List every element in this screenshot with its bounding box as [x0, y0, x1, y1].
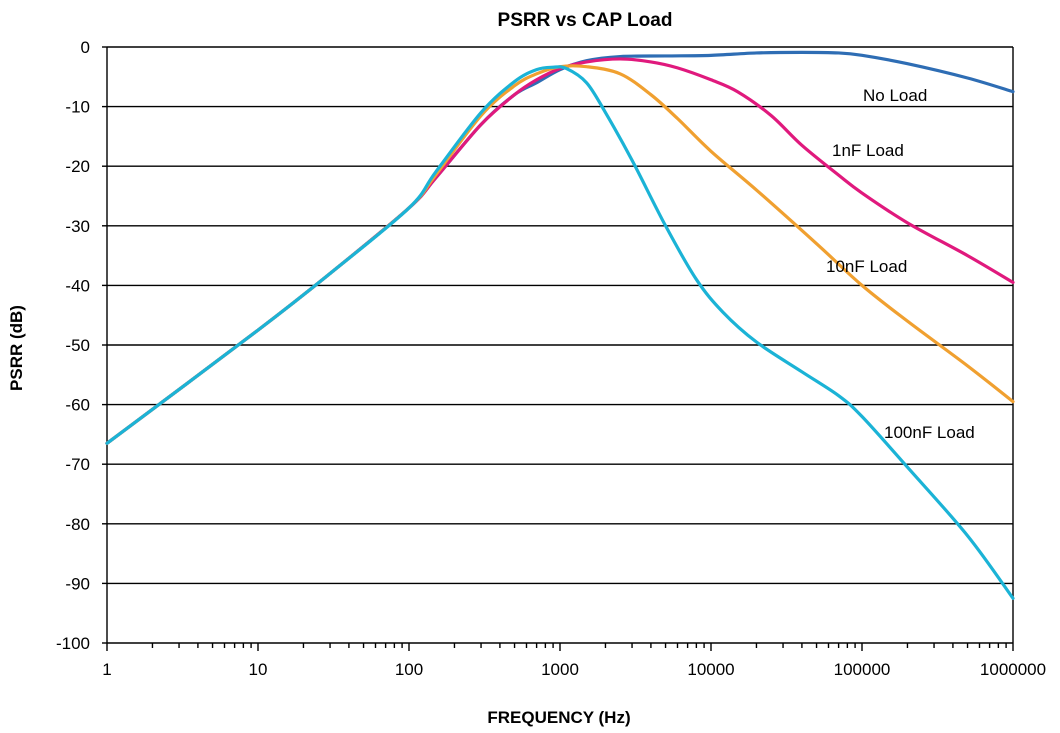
- label-1nf-load: 1nF Load: [832, 141, 904, 160]
- x-tick-label: 100000: [834, 660, 891, 679]
- y-tick-label: -100: [56, 634, 90, 653]
- x-tick-label: 1000: [541, 660, 579, 679]
- label-100nf-load: 100nF Load: [884, 423, 975, 442]
- series-line-1nf-load: [105, 57, 1015, 445]
- chart-title: PSRR vs CAP Load: [498, 10, 673, 31]
- x-tick-label: 10: [249, 660, 268, 679]
- y-tick-label: -20: [65, 157, 90, 176]
- y-axis-title: PSRR (dB): [7, 305, 26, 391]
- x-tick-label: 1000000: [980, 660, 1046, 679]
- axes: [102, 46, 1014, 651]
- series-line-100nf-load: [105, 65, 1015, 600]
- x-axis-title: FREQUENCY (Hz): [487, 708, 630, 727]
- series-line-no-load: [105, 50, 1015, 445]
- label-no-load: No Load: [863, 86, 927, 105]
- series-line-10nf-load: [105, 64, 1015, 445]
- y-tick-label: -10: [65, 98, 90, 117]
- y-tick-label: 0: [81, 38, 90, 57]
- y-tick-label: -50: [65, 336, 90, 355]
- y-tick-label: -60: [65, 396, 90, 415]
- y-tick-label: -70: [65, 455, 90, 474]
- label-10nf-load: 10nF Load: [826, 257, 907, 276]
- x-tick-label: 100: [395, 660, 423, 679]
- series-lines: [105, 50, 1015, 600]
- y-tick-label: -80: [65, 515, 90, 534]
- x-tick-label: 1: [102, 660, 111, 679]
- y-tick-label: -30: [65, 217, 90, 236]
- grid-lines: [107, 46, 1013, 644]
- y-tick-label: -40: [65, 276, 90, 295]
- y-tick-label: -90: [65, 574, 90, 593]
- x-tick-label: 10000: [687, 660, 734, 679]
- tick-labels: 0 -10 -20 -30 -40 -50 -60 -70 -80 -90 -100 1 10 100 10…: [56, 38, 1046, 679]
